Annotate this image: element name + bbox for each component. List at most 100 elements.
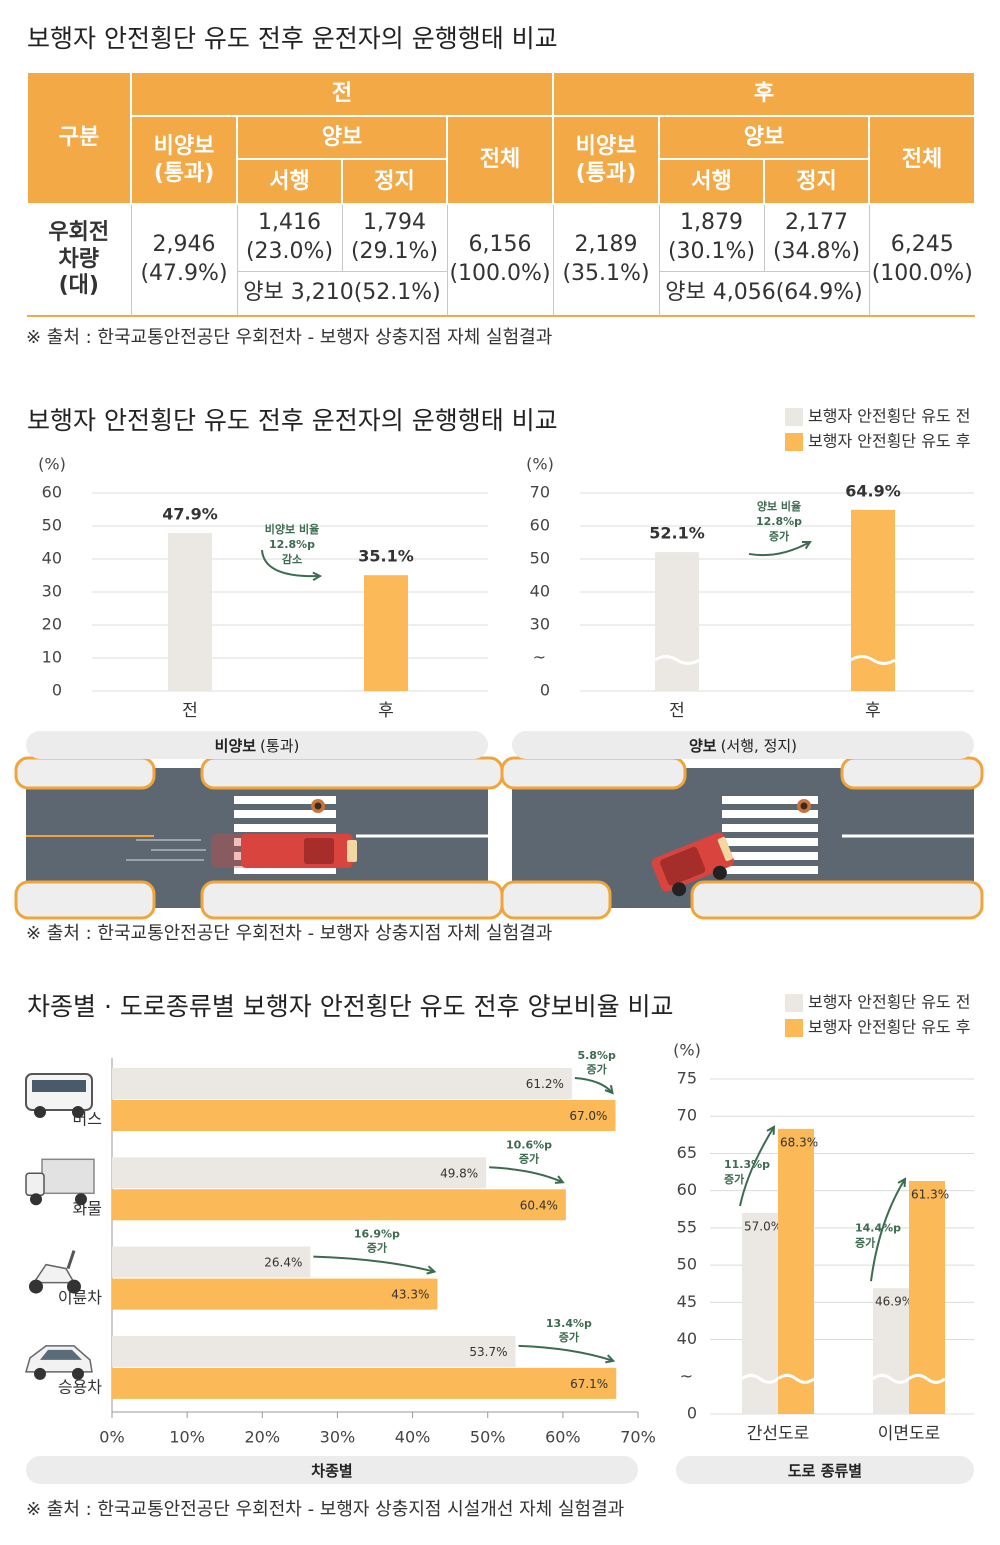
caption-pill <box>26 1456 638 1484</box>
annotation: 증가 <box>855 1236 875 1250</box>
x-tick-label: 10% <box>169 1428 205 1447</box>
value-label: 67.0% <box>569 1109 607 1123</box>
x-tick-label: 전 <box>182 701 198 721</box>
legend-swatch <box>785 994 803 1012</box>
caption: 도로 종류별 <box>788 1462 862 1480</box>
table-cell: 양보 4,056(64.9%) <box>658 270 870 317</box>
legend-swatch <box>785 1019 803 1037</box>
legend-label: 보행자 안전횡단 유도 후 <box>808 1018 970 1037</box>
annotation-arrowhead <box>554 1175 565 1184</box>
table-source: ※ 출처 : 한국교통안전공단 우회전차 - 보행자 상충지점 자체 실험결과 <box>26 327 552 348</box>
annotation-arrowhead <box>766 1125 776 1135</box>
icon <box>29 1279 43 1294</box>
y-axis-label: (%) <box>38 455 66 474</box>
value-label: 46.9% <box>875 1295 913 1309</box>
caption-pill <box>512 731 974 759</box>
icon <box>72 1106 84 1118</box>
annotation-arrowhead <box>605 1354 616 1364</box>
caption-main: 차종별 <box>311 1462 352 1480</box>
annotation: 양보 비율 <box>757 499 801 513</box>
header-cell: 정지 <box>341 158 448 205</box>
bar <box>873 1288 909 1414</box>
bar <box>364 575 408 691</box>
annotation: 증가 <box>367 1241 387 1255</box>
axis-break <box>850 655 896 665</box>
icon <box>32 1080 86 1092</box>
axis-break <box>872 1373 910 1384</box>
y-tick-label: 40 <box>530 582 550 601</box>
annotation: 증가 <box>559 1330 579 1344</box>
axis-break <box>654 655 700 665</box>
y-tick-label: 30 <box>42 582 62 601</box>
axis-break-label: ~ <box>680 1366 693 1385</box>
table-title: 보행자 안전횡단 유도 전후 운전자의 운행행태 비교 <box>27 24 558 53</box>
table-cell: 6,245 (100.0%) <box>868 203 975 317</box>
scene-yield <box>500 756 984 920</box>
y-tick-label: 60 <box>42 483 62 502</box>
bar <box>112 1335 516 1367</box>
annotation-arrow <box>489 1166 564 1184</box>
annotation: 12.8%p <box>269 538 315 551</box>
bar <box>112 1278 438 1310</box>
annotation: 증가 <box>724 1172 744 1186</box>
chart-source: ※ 출처 : 한국교통안전공단 우회전차 - 보행자 상충지점 자체 실험결과 <box>26 923 552 944</box>
annotation: 16.9%p <box>354 1228 400 1241</box>
icon <box>66 1250 76 1270</box>
caption-main: 도로 종류별 <box>788 1462 862 1480</box>
bar <box>655 552 699 691</box>
category-label: 승용차 <box>58 1377 102 1396</box>
bar <box>742 1213 778 1414</box>
annotation-arrow <box>870 1178 906 1282</box>
caption-note: (서행, 정지) <box>721 737 797 755</box>
data-table: 구분 전 후 비양보 (통과) 양보 전체 비양보 (통과) 양보 전체 서행 … <box>26 71 976 317</box>
y-axis-label: (%) <box>526 455 554 474</box>
x-tick-label: 0% <box>99 1428 124 1447</box>
y-tick-label: 40 <box>42 549 62 568</box>
value-label: 52.1% <box>649 524 705 543</box>
bar <box>112 1367 617 1399</box>
value-label: 68.3% <box>780 1135 818 1149</box>
annotation-arrow <box>739 1126 775 1207</box>
bar <box>112 1100 616 1131</box>
table-cell: 2,189 (35.1%) <box>552 203 660 317</box>
row-label: 우회전 차량 (대) <box>27 203 132 317</box>
x-tick-label: 50% <box>470 1428 506 1447</box>
bar <box>778 1128 814 1414</box>
annotation-arrowhead <box>312 571 323 581</box>
value-label: 35.1% <box>358 547 414 566</box>
icon <box>40 1349 82 1360</box>
table-cell: 1,794 (29.1%) <box>341 203 448 272</box>
value-label: 67.1% <box>570 1377 608 1391</box>
table-cell: 6,156 (100.0%) <box>446 203 554 317</box>
x-tick-label: 60% <box>545 1428 581 1447</box>
x-tick-label: 간선도로 <box>747 1424 810 1444</box>
annotation: 비양보 비율 <box>265 522 319 536</box>
table-cell: 1,879 (30.1%) <box>658 203 765 272</box>
annotation: 감소 <box>282 552 302 566</box>
x-tick-label: 70% <box>620 1428 656 1447</box>
header-cell: 양보 <box>236 115 448 160</box>
annotation: 14.4%p <box>855 1222 901 1235</box>
header-cell: 양보 <box>658 115 870 160</box>
chart-title: 차종별 · 도로종류별 보행자 안전횡단 유도 전후 양보비율 비교 <box>27 992 674 1021</box>
header-cell: 후 <box>552 71 976 117</box>
caption-note: (통과) <box>260 737 299 755</box>
x-tick-label: 이면도로 <box>878 1424 941 1444</box>
header-cell: 전 <box>130 71 554 117</box>
annotation-arrowhead <box>801 540 812 550</box>
value-label: 53.7% <box>469 1345 507 1359</box>
bar <box>112 1189 566 1221</box>
icon <box>72 1367 84 1380</box>
icon <box>32 1263 76 1284</box>
annotation-arrow <box>518 1344 614 1362</box>
x-tick-label: 후 <box>378 701 394 721</box>
icon <box>25 1172 45 1197</box>
bar <box>168 532 212 691</box>
annotation: 5.8%p <box>577 1049 616 1062</box>
legend-swatch <box>785 408 803 426</box>
table-cell: 양보 3,210(52.1%) <box>236 270 448 317</box>
table-cell: 2,177 (34.8%) <box>763 203 870 272</box>
legend-label: 보행자 안전횡단 유도 전 <box>808 407 970 426</box>
value-label: 49.8% <box>440 1166 478 1180</box>
